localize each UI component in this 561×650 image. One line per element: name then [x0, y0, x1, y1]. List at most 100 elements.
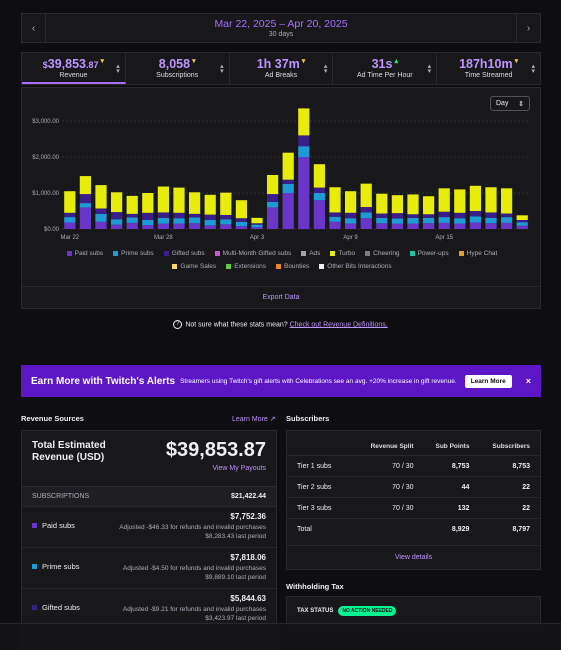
- chart-bar-segment[interactable]: [64, 217, 76, 223]
- chart-bar-segment[interactable]: [282, 152, 294, 180]
- chart-bar-segment[interactable]: [422, 217, 435, 224]
- chart-bar-segment[interactable]: [126, 195, 138, 214]
- chart-bar-segment[interactable]: [438, 222, 450, 229]
- chart-bar-segment[interactable]: [438, 217, 450, 223]
- chart-bar-segment[interactable]: [313, 164, 326, 188]
- chart-bar-segment[interactable]: [376, 213, 388, 218]
- chart-bar-segment[interactable]: [204, 220, 216, 226]
- chart-bar-segment[interactable]: [251, 217, 263, 224]
- chart-bar-segment[interactable]: [79, 203, 92, 208]
- chart-bar-segment[interactable]: [360, 207, 372, 213]
- chart-bar-segment[interactable]: [438, 211, 450, 218]
- chart-bar-segment[interactable]: [469, 216, 482, 223]
- chart-bar-segment[interactable]: [79, 207, 92, 229]
- chart-bar-segment[interactable]: [454, 223, 466, 229]
- chart-bar-segment[interactable]: [142, 225, 154, 229]
- chart-bar-segment[interactable]: [126, 222, 138, 229]
- chart-bar-segment[interactable]: [266, 207, 279, 229]
- chart-bar-segment[interactable]: [173, 187, 185, 213]
- chart-bar-segment[interactable]: [220, 192, 232, 215]
- chart-bar-segment[interactable]: [407, 214, 419, 218]
- chart-bar-segment[interactable]: [329, 216, 341, 222]
- chevron-right-icon[interactable]: ›: [516, 14, 540, 42]
- chart-bar-segment[interactable]: [64, 191, 76, 213]
- chart-bar-segment[interactable]: [173, 223, 185, 229]
- chart-bar-segment[interactable]: [485, 223, 497, 229]
- chart-bar-segment[interactable]: [360, 212, 372, 219]
- chart-bar-segment[interactable]: [485, 212, 497, 218]
- chart-bar-segment[interactable]: [220, 219, 232, 225]
- chart-bar-segment[interactable]: [173, 218, 185, 224]
- chart-bar-segment[interactable]: [204, 225, 216, 229]
- chart-bar-segment[interactable]: [298, 108, 310, 136]
- chart-bar-segment[interactable]: [391, 213, 404, 219]
- chart-bar-segment[interactable]: [251, 224, 263, 228]
- chevron-left-icon[interactable]: ‹: [22, 14, 46, 42]
- view-payouts-link[interactable]: View My Payouts: [212, 465, 266, 472]
- chart-bar-segment[interactable]: [298, 135, 310, 147]
- chart-bar-segment[interactable]: [282, 184, 294, 193]
- chart-bar-segment[interactable]: [79, 194, 92, 204]
- learn-more-link[interactable]: Learn More ↗: [232, 416, 276, 423]
- chart-bar-segment[interactable]: [469, 211, 482, 217]
- chart-bar-segment[interactable]: [329, 212, 341, 217]
- chart-bar-segment[interactable]: [500, 188, 513, 214]
- chart-bar-segment[interactable]: [220, 214, 232, 220]
- chart-bar-segment[interactable]: [282, 179, 294, 184]
- chart-bar-segment[interactable]: [110, 192, 123, 213]
- chart-bar-segment[interactable]: [500, 217, 513, 223]
- chart-bar-segment[interactable]: [251, 223, 263, 225]
- chart-bar-segment[interactable]: [95, 208, 107, 214]
- chart-bar-segment[interactable]: [142, 193, 154, 213]
- chart-bar-segment[interactable]: [126, 213, 138, 218]
- chart-bar-segment[interactable]: [95, 185, 107, 209]
- chart-bar-segment[interactable]: [344, 212, 357, 219]
- chart-bar-segment[interactable]: [110, 224, 123, 229]
- chart-bar-segment[interactable]: [188, 223, 201, 229]
- chart-bar-segment[interactable]: [298, 157, 310, 229]
- chart-bar-segment[interactable]: [344, 223, 357, 229]
- stat-tab-subscriptions[interactable]: 8,058 ▾ Subscriptions ▴ ▾: [126, 53, 230, 84]
- chart-bar-segment[interactable]: [157, 223, 170, 229]
- learn-more-button[interactable]: Learn More: [464, 374, 512, 388]
- chart-bar-segment[interactable]: [64, 222, 76, 229]
- chart-bar-segment[interactable]: [329, 187, 341, 213]
- chart-bar-segment[interactable]: [220, 224, 232, 229]
- stat-tab-time-streamed[interactable]: 187h10m ▾ Time Streamed ▴ ▾: [437, 53, 540, 84]
- chart-bar-segment[interactable]: [188, 217, 201, 224]
- chart-bar-segment[interactable]: [79, 176, 92, 195]
- chart-bar-segment[interactable]: [360, 183, 372, 208]
- chart-bar-segment[interactable]: [516, 215, 528, 220]
- chart-bar-segment[interactable]: [173, 212, 185, 219]
- chart-bar-segment[interactable]: [204, 194, 216, 215]
- chart-bar-segment[interactable]: [313, 193, 326, 201]
- chart-bar-segment[interactable]: [204, 214, 216, 220]
- chart-bar-segment[interactable]: [454, 212, 466, 219]
- chart-bar-segment[interactable]: [516, 225, 528, 229]
- chart-bar-segment[interactable]: [376, 217, 388, 224]
- period-select[interactable]: Day ⇕: [490, 96, 530, 111]
- chart-bar-segment[interactable]: [126, 217, 138, 223]
- chart-bar-segment[interactable]: [313, 200, 326, 229]
- chart-bar-segment[interactable]: [391, 218, 404, 224]
- chart-bar-segment[interactable]: [376, 223, 388, 229]
- chart-bar-segment[interactable]: [360, 218, 372, 229]
- chart-bar-segment[interactable]: [235, 200, 248, 219]
- stat-tab-ad-time[interactable]: 31s ▴ Ad Time Per Hour ▴ ▾: [333, 53, 438, 84]
- chart-bar-segment[interactable]: [500, 222, 513, 229]
- chart-bar-segment[interactable]: [251, 227, 263, 229]
- chart-bar-segment[interactable]: [469, 185, 482, 211]
- chart-bar-segment[interactable]: [454, 189, 466, 213]
- chart-bar-segment[interactable]: [391, 195, 404, 214]
- chart-bar-segment[interactable]: [407, 217, 419, 224]
- chart-bar-segment[interactable]: [282, 193, 294, 229]
- chart-bar-segment[interactable]: [188, 192, 201, 214]
- chart-bar-segment[interactable]: [142, 220, 154, 226]
- chart-bar-segment[interactable]: [298, 146, 310, 157]
- chart-bar-segment[interactable]: [95, 213, 107, 222]
- chart-bar-segment[interactable]: [235, 221, 248, 227]
- chart-bar-segment[interactable]: [422, 214, 435, 218]
- chart-bar-segment[interactable]: [110, 212, 123, 220]
- chart-bar-segment[interactable]: [266, 175, 279, 195]
- chart-bar-segment[interactable]: [407, 223, 419, 229]
